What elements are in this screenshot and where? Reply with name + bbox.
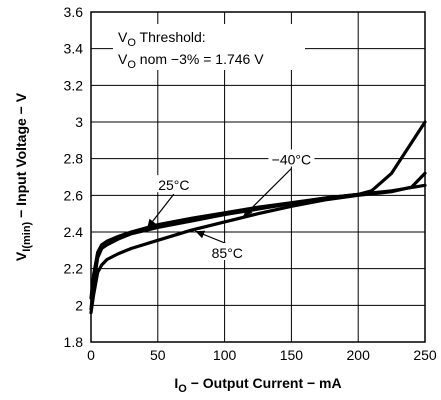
threshold-note: VO Threshold: VO nom −3% = 1.746 V xyxy=(113,24,305,71)
y-tick-label: 2.8 xyxy=(64,151,84,167)
x-tick-label: 200 xyxy=(347,347,371,363)
series-line xyxy=(89,183,427,311)
series-label-arrowhead xyxy=(195,230,206,239)
series-label: 85°C xyxy=(212,245,243,261)
y-tick-label: 3 xyxy=(75,114,83,130)
series-label-arrowhead xyxy=(243,207,253,217)
x-tick-label: 250 xyxy=(413,347,437,363)
y-tick-label: 3.6 xyxy=(64,4,84,20)
x-tick-label: 100 xyxy=(213,347,237,363)
x-tick-label: 150 xyxy=(280,347,304,363)
y-tick-label: 3.2 xyxy=(64,77,84,93)
y-tick-label: 3.4 xyxy=(64,41,84,57)
x-axis-title: IO − Output Current − mA xyxy=(174,375,341,395)
series-line xyxy=(89,120,427,300)
y-tick-label: 2 xyxy=(75,297,83,313)
series-label: −40°C xyxy=(272,152,311,168)
series-label-background xyxy=(154,175,193,193)
series-line xyxy=(89,171,427,315)
series-label-background xyxy=(268,149,315,167)
plot-frame xyxy=(90,11,426,343)
threshold-note-line-2: VO nom −3% = 1.746 V xyxy=(118,51,264,71)
series-label: 25°C xyxy=(158,177,189,193)
series-label-background xyxy=(208,243,247,260)
y-tick-label: 2.4 xyxy=(64,224,84,240)
series-labels: 25°C −40°C 85°C xyxy=(146,149,315,261)
x-tick-label: 0 xyxy=(87,347,95,363)
plot-series xyxy=(89,120,427,315)
threshold-note-background xyxy=(113,24,305,70)
threshold-note-line-1: VO Threshold: xyxy=(118,29,206,49)
series-label-leader xyxy=(242,168,292,217)
y-axis-title: VI(min) − Input Voltage − V xyxy=(13,92,33,261)
tick-labels: 0 50 100 150 200 250 1.8 2 2.2 2.4 2.6 2.8 3 3.2 3.4 3.… xyxy=(64,4,437,363)
series-label-arrowhead xyxy=(147,218,156,229)
x-tick-label: 50 xyxy=(150,347,166,363)
y-tick-label: 2.6 xyxy=(64,187,84,203)
y-tick-label: 2.2 xyxy=(64,261,84,277)
y-tick-label: 1.8 xyxy=(64,334,84,350)
